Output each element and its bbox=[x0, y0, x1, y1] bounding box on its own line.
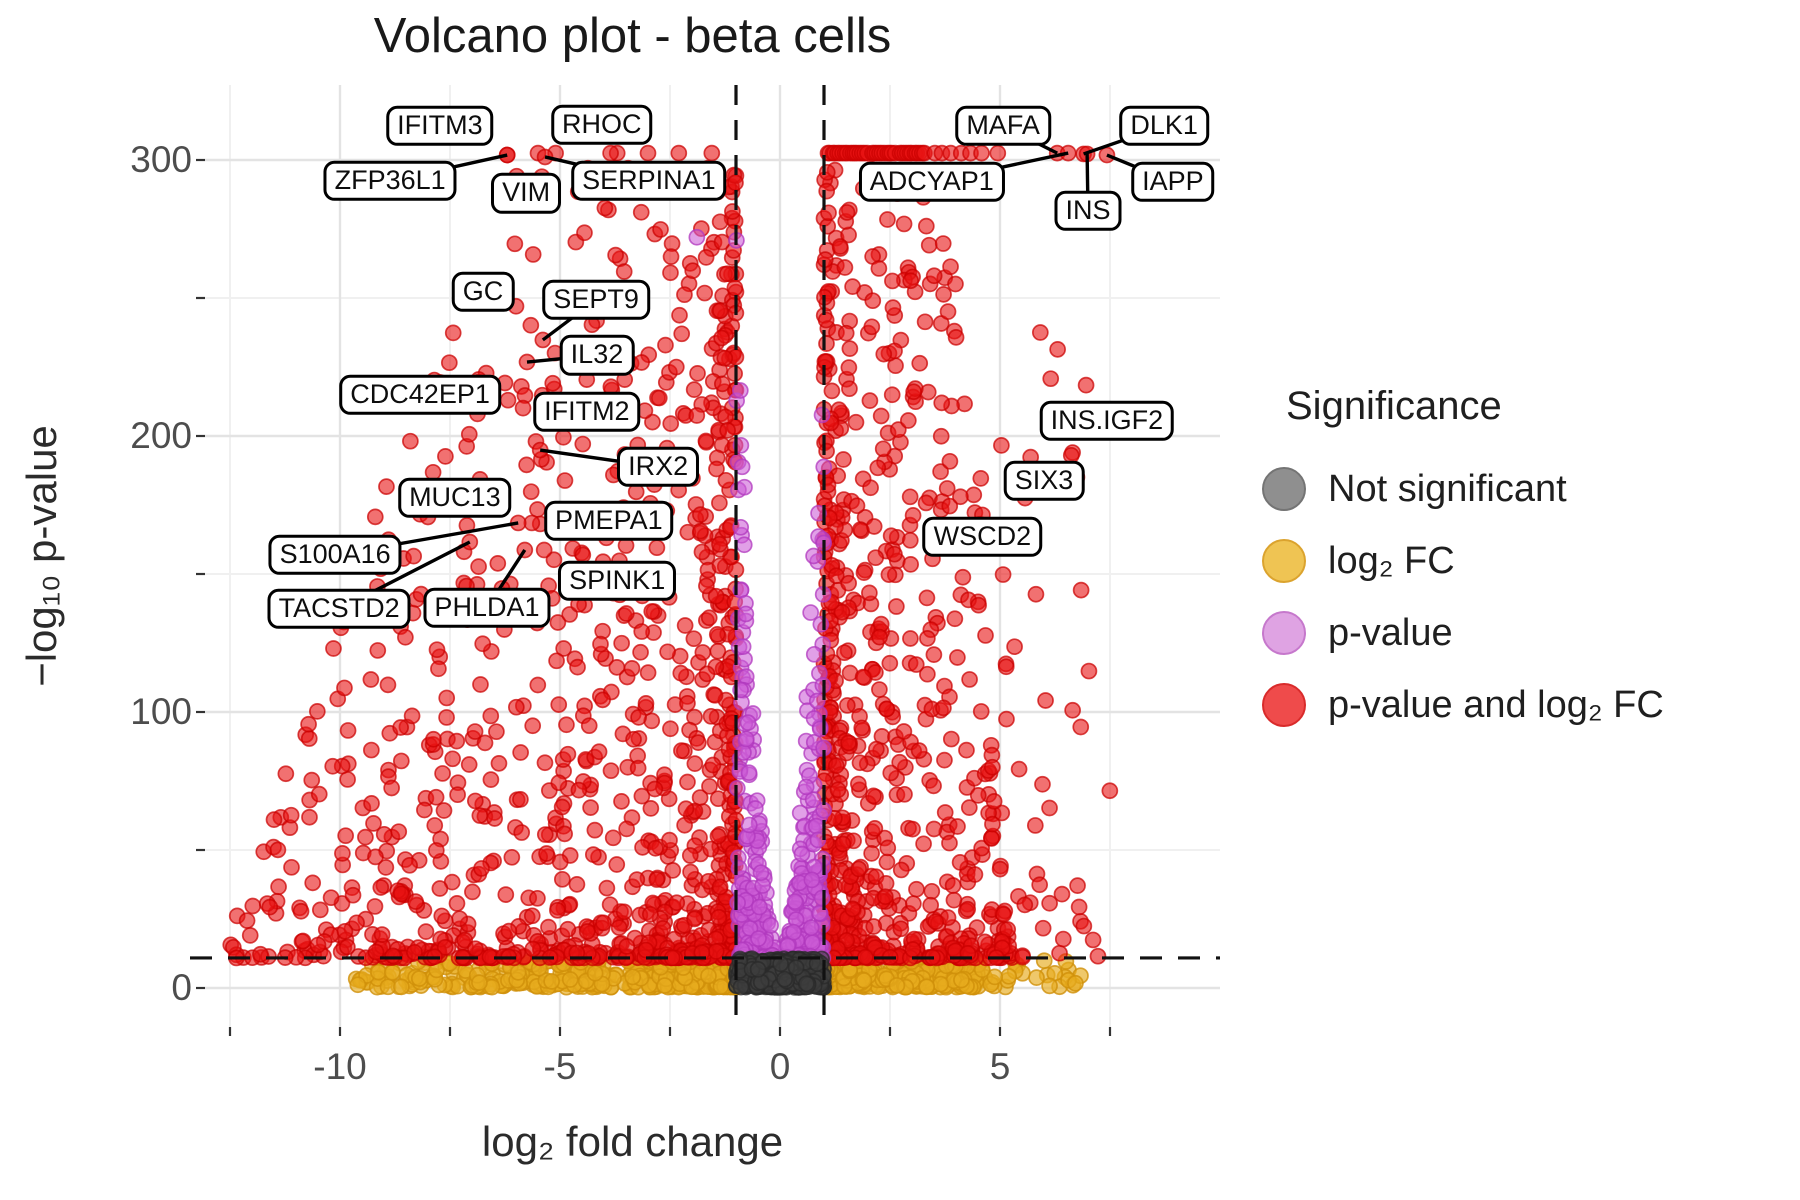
legend-item-label: p-value and log₂ FC bbox=[1328, 683, 1664, 726]
gene-label-s100a16: S100A16 bbox=[268, 534, 402, 576]
axis-tick-marks bbox=[196, 158, 1112, 1036]
gene-label-gc: GC bbox=[451, 271, 515, 313]
log2fc-swatch-icon bbox=[1262, 539, 1306, 583]
gene-label-iapp: IAPP bbox=[1131, 161, 1215, 203]
y-tick-label: 100 bbox=[130, 691, 192, 732]
legend-item-label: log₂ FC bbox=[1328, 539, 1455, 582]
x-tick-label: 5 bbox=[989, 1046, 1011, 1087]
gene-label-rhoc: RHOC bbox=[551, 104, 653, 146]
gene-label-vim: VIM bbox=[491, 172, 562, 214]
plot-title: Volcano plot - beta cells bbox=[373, 9, 892, 63]
gene-label-ifitm3: IFITM3 bbox=[386, 105, 494, 147]
gene-label-ifitm2: IFITM2 bbox=[533, 391, 641, 433]
gene-label-wscd2: WSCD2 bbox=[922, 516, 1043, 558]
legend-item-label: Not significant bbox=[1328, 467, 1567, 510]
gene-label-leader-lines bbox=[334, 124, 1174, 611]
x-tick-label: -10 bbox=[313, 1046, 367, 1087]
gene-label-ins: INS bbox=[1054, 190, 1122, 232]
y-tick-label: 0 bbox=[171, 967, 192, 1008]
legend: Significance Not significant log₂ FC p-v… bbox=[1262, 384, 1792, 741]
x-axis-title: log₂ fold change bbox=[481, 1118, 784, 1165]
legend-item-pvalue: p-value bbox=[1262, 597, 1792, 669]
gene-label-irx2: IRX2 bbox=[617, 446, 700, 488]
gene-label-tacstd2: TACSTD2 bbox=[267, 588, 411, 630]
scatter-points bbox=[222, 144, 1119, 996]
legend-item-pvalue-and-log2fc: p-value and log₂ FC bbox=[1262, 669, 1792, 741]
pvalue-and-log2fc-swatch-icon bbox=[1262, 683, 1306, 727]
gene-label-dlk1: DLK1 bbox=[1119, 105, 1209, 147]
gene-label-pmepa1: PMEPA1 bbox=[544, 500, 674, 542]
not-significant-swatch-icon bbox=[1262, 467, 1306, 511]
gene-label-sept9: SEPT9 bbox=[542, 279, 650, 321]
gene-label-mafa: MAFA bbox=[955, 105, 1051, 147]
gene-label-zfp36l1: ZFP36L1 bbox=[323, 160, 457, 202]
gene-label-spink1: SPINK1 bbox=[558, 560, 677, 602]
gene-label-six3: SIX3 bbox=[1003, 460, 1085, 502]
gene-label-phlda1: PHLDA1 bbox=[423, 587, 551, 629]
x-tick-label: 0 bbox=[769, 1046, 791, 1087]
legend-item-label: p-value bbox=[1328, 611, 1453, 654]
threshold-dashed-lines bbox=[190, 85, 1220, 1027]
gene-label-ins-igf2: INS.IGF2 bbox=[1039, 400, 1175, 442]
x-tick-label: -5 bbox=[543, 1046, 577, 1087]
legend-item-log2fc: log₂ FC bbox=[1262, 525, 1792, 597]
y-axis-title: −log₁₀ p-value bbox=[18, 425, 65, 687]
y-tick-label: 200 bbox=[130, 415, 192, 456]
gene-label-cdc42ep1: CDC42EP1 bbox=[339, 374, 501, 416]
gene-label-il32: IL32 bbox=[559, 334, 635, 376]
legend-item-not-significant: Not significant bbox=[1262, 453, 1792, 525]
pvalue-swatch-icon bbox=[1262, 611, 1306, 655]
y-tick-label: 300 bbox=[130, 139, 192, 180]
gene-label-muc13: MUC13 bbox=[398, 477, 512, 519]
gene-label-adcyap1: ADCYAP1 bbox=[858, 161, 1005, 203]
legend-title: Significance bbox=[1286, 384, 1502, 428]
gene-label-serpina1: SERPINA1 bbox=[571, 160, 727, 202]
